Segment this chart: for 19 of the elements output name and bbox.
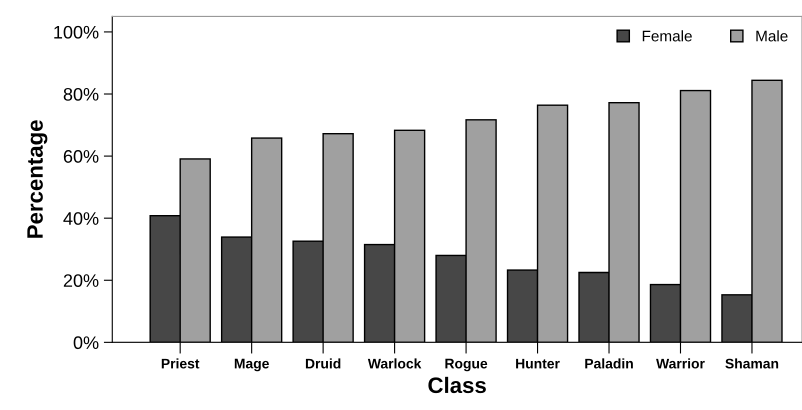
y-axis-title: Percentage	[27, 120, 48, 238]
x-tick-label: Rogue	[445, 358, 488, 372]
y-tick-label: 40%	[63, 212, 98, 225]
y-tick-label: 60%	[64, 150, 98, 163]
y-tick-label: 100%	[54, 26, 98, 39]
x-tick-label: Hunter	[516, 358, 560, 369]
legend-label: Female	[642, 30, 692, 42]
x-tick-label: Warlock	[368, 358, 422, 369]
x-tick-label: Mage	[234, 358, 269, 372]
x-axis-title: Class	[428, 376, 486, 394]
y-tick-label: 20%	[64, 274, 98, 287]
x-tick-label: Shaman	[725, 358, 778, 369]
x-tick-label: Priest	[162, 358, 200, 369]
x-tick-label: Druid	[306, 358, 340, 369]
x-tick-label: Warrior	[656, 358, 705, 369]
legend-label: Male	[756, 30, 788, 42]
y-tick-label: 80%	[64, 88, 98, 101]
x-tick-label: Paladin	[585, 358, 633, 369]
y-tick-label: 0%	[74, 336, 98, 350]
